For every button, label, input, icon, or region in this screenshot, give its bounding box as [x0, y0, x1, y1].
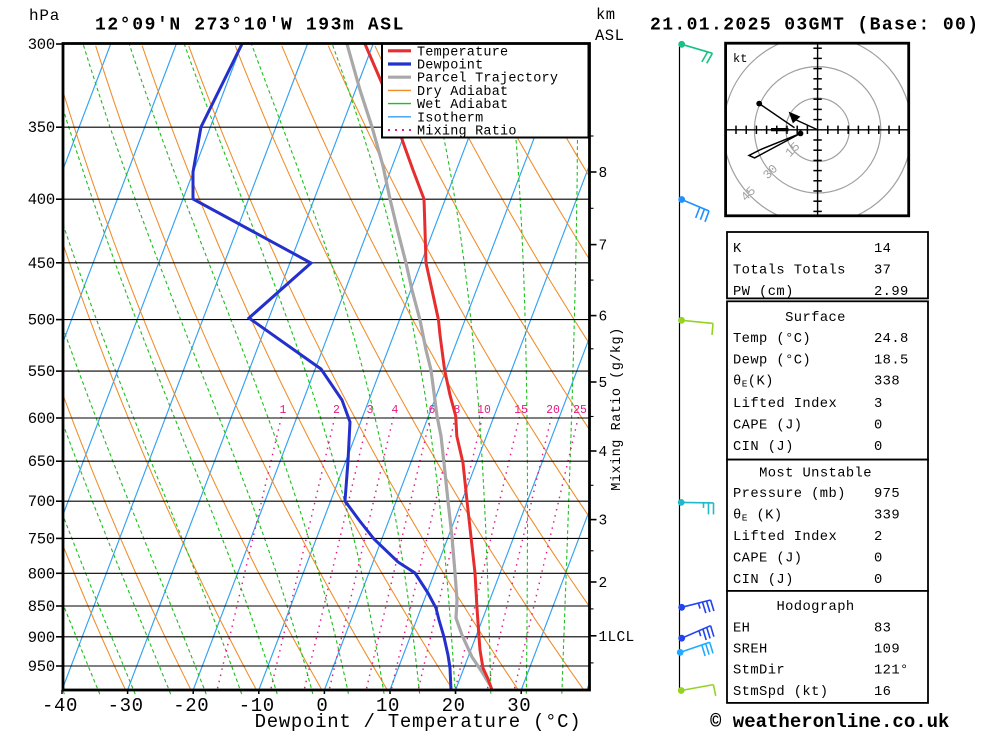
svg-text:6: 6 — [429, 404, 436, 417]
svg-text:StmSpd (kt): StmSpd (kt) — [733, 684, 828, 700]
svg-text:10: 10 — [376, 695, 400, 717]
svg-text:750: 750 — [28, 530, 55, 548]
svg-text:0: 0 — [874, 573, 883, 588]
svg-text:500: 500 — [28, 312, 55, 330]
svg-text:kt: kt — [733, 52, 747, 66]
svg-text:950: 950 — [28, 658, 55, 676]
svg-text:-30: -30 — [108, 695, 144, 717]
svg-text:Dewpoint / Temperature (°C): Dewpoint / Temperature (°C) — [255, 711, 582, 733]
svg-text:3: 3 — [599, 514, 608, 530]
svg-text:0: 0 — [874, 440, 883, 455]
svg-text:650: 650 — [28, 453, 55, 471]
svg-text:109: 109 — [874, 643, 900, 658]
svg-text:15: 15 — [514, 404, 528, 417]
svg-text:StmDir: StmDir — [733, 663, 785, 679]
svg-text:600: 600 — [28, 410, 55, 428]
svg-text:CIN (J): CIN (J) — [733, 572, 794, 588]
svg-text:Surface: Surface — [785, 310, 846, 326]
svg-text:338: 338 — [874, 375, 900, 390]
svg-text:0: 0 — [874, 418, 883, 433]
svg-text:25: 25 — [573, 404, 587, 417]
svg-text:CAPE (J): CAPE (J) — [733, 417, 802, 433]
svg-text:12°09'N 273°10'W 193m ASL: 12°09'N 273°10'W 193m ASL — [95, 16, 405, 36]
svg-text:Mixing Ratio (g/kg): Mixing Ratio (g/kg) — [610, 327, 625, 490]
svg-text:83: 83 — [874, 621, 891, 636]
svg-text:20: 20 — [442, 695, 466, 717]
svg-text:1LCL: 1LCL — [599, 630, 635, 646]
svg-text:Totals Totals: Totals Totals — [733, 263, 846, 279]
svg-text:Parcel Trajectory: Parcel Trajectory — [417, 72, 558, 87]
svg-text:700: 700 — [28, 493, 55, 511]
svg-text:Temperature: Temperature — [417, 45, 508, 60]
svg-text:400: 400 — [28, 191, 55, 209]
svg-text:Hodograph: Hodograph — [776, 599, 854, 615]
svg-text:5: 5 — [599, 376, 608, 392]
svg-text:K: K — [733, 242, 742, 257]
svg-text:Lifted Index: Lifted Index — [733, 396, 837, 412]
svg-text:4: 4 — [392, 404, 399, 417]
svg-text:350: 350 — [28, 119, 55, 137]
svg-text:Dewp (°C): Dewp (°C) — [733, 352, 811, 368]
svg-text:-10: -10 — [239, 695, 275, 717]
svg-text:Wet Adiabat: Wet Adiabat — [417, 98, 508, 113]
svg-text:850: 850 — [28, 598, 55, 616]
svg-text:CAPE (J): CAPE (J) — [733, 551, 802, 567]
svg-text:Dry Adiabat: Dry Adiabat — [417, 85, 508, 100]
svg-text:14: 14 — [874, 242, 891, 257]
svg-text:300: 300 — [28, 36, 55, 54]
svg-text:Isotherm: Isotherm — [417, 111, 483, 126]
svg-text:550: 550 — [28, 363, 55, 381]
svg-text:10: 10 — [477, 404, 491, 417]
svg-text:3: 3 — [367, 404, 374, 417]
svg-text:975: 975 — [874, 487, 900, 502]
svg-text:18.5: 18.5 — [874, 353, 909, 368]
svg-text:θE (K): θE (K) — [733, 508, 783, 524]
svg-text:Mixing Ratio: Mixing Ratio — [417, 125, 517, 140]
svg-text:Dewpoint: Dewpoint — [417, 59, 483, 74]
svg-text:EH: EH — [733, 621, 750, 636]
svg-text:6: 6 — [599, 310, 608, 326]
svg-text:© weatheronline.co.uk: © weatheronline.co.uk — [710, 711, 949, 733]
svg-text:-20: -20 — [173, 695, 209, 717]
svg-text:hPa: hPa — [29, 7, 60, 25]
svg-text:0: 0 — [316, 695, 328, 717]
svg-text:30: 30 — [507, 695, 531, 717]
svg-text:Most Unstable: Most Unstable — [759, 465, 872, 481]
svg-text:16: 16 — [874, 685, 891, 700]
svg-text:Lifted Index: Lifted Index — [733, 529, 837, 545]
svg-text:4: 4 — [599, 445, 608, 461]
svg-text:339: 339 — [874, 509, 900, 524]
svg-text:24.8: 24.8 — [874, 332, 909, 347]
svg-text:2: 2 — [599, 576, 608, 592]
svg-text:SREH: SREH — [733, 643, 768, 658]
svg-text:2: 2 — [333, 404, 340, 417]
svg-text:450: 450 — [28, 255, 55, 273]
svg-text:Pressure (mb): Pressure (mb) — [733, 486, 846, 502]
svg-text:37: 37 — [874, 264, 891, 279]
svg-text:θE(K): θE(K) — [733, 374, 774, 390]
svg-text:8: 8 — [454, 404, 461, 417]
svg-text:21.01.2025 03GMT (Base: 00): 21.01.2025 03GMT (Base: 00) — [650, 16, 979, 36]
svg-text:2: 2 — [874, 530, 883, 545]
svg-text:km: km — [596, 6, 616, 24]
svg-text:2.99: 2.99 — [874, 285, 909, 300]
svg-text:900: 900 — [28, 629, 55, 647]
svg-text:8: 8 — [599, 166, 608, 182]
svg-text:20: 20 — [546, 404, 560, 417]
svg-text:7: 7 — [599, 239, 608, 255]
svg-text:-40: -40 — [42, 695, 78, 717]
svg-text:121°: 121° — [874, 664, 909, 679]
svg-text:CIN (J): CIN (J) — [733, 439, 794, 455]
svg-text:PW (cm): PW (cm) — [733, 284, 794, 300]
svg-text:800: 800 — [28, 565, 55, 583]
svg-text:3: 3 — [874, 397, 883, 412]
svg-text:0: 0 — [874, 552, 883, 567]
svg-text:ASL: ASL — [595, 27, 624, 45]
svg-text:Temp (°C): Temp (°C) — [733, 331, 811, 347]
svg-text:1: 1 — [280, 404, 287, 417]
